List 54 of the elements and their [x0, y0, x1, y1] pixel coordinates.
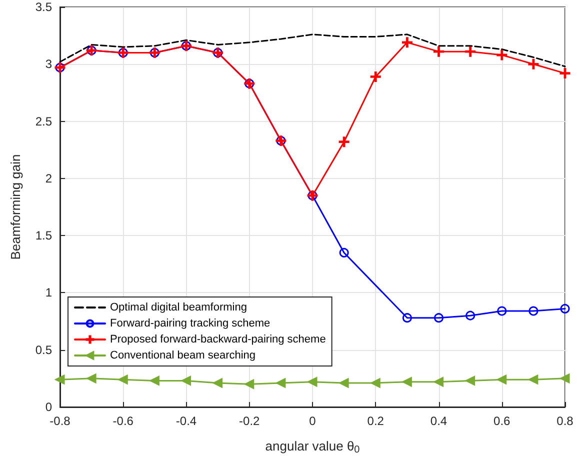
point [339, 378, 349, 388]
point [308, 377, 318, 387]
y-tick-label: 0 [45, 400, 52, 414]
x-tick-label: -0.2 [239, 414, 260, 428]
legend-label: Forward-pairing tracking scheme [110, 318, 270, 330]
point [276, 378, 286, 388]
point [497, 306, 507, 316]
point [370, 71, 381, 82]
y-tick-label: 1.5 [35, 228, 52, 243]
y-tick-label: 2 [45, 171, 52, 186]
point [528, 374, 538, 384]
point [402, 313, 412, 323]
point [434, 313, 444, 323]
y-tick-label: 3 [45, 57, 52, 72]
point [465, 46, 476, 57]
x-tick-label: -0.4 [176, 414, 197, 428]
point [55, 374, 65, 384]
point [528, 58, 539, 70]
x-tick-label: 0.4 [430, 414, 448, 428]
x-tick-label: -0.8 [50, 414, 71, 428]
point [434, 46, 444, 57]
point [86, 374, 96, 384]
y-tick-label: 1 [45, 286, 52, 300]
x-tick-label: 0.8 [556, 414, 574, 428]
point [560, 68, 570, 79]
point [402, 377, 412, 387]
y-axis-title: Beamforming gain [8, 154, 23, 260]
y-tick-label: 0.5 [35, 342, 52, 357]
y-tick-label: 3.5 [35, 0, 52, 14]
point [434, 377, 444, 387]
point [528, 306, 538, 316]
point [496, 50, 508, 60]
point [213, 378, 223, 388]
legend-label: Conventional beam searching [110, 350, 256, 362]
point [150, 376, 160, 386]
point [560, 304, 570, 314]
x-tick-label: 0.6 [494, 414, 511, 428]
x-tick-label: 0.2 [367, 414, 384, 428]
point [244, 379, 254, 389]
x-tick-label: 0 [309, 414, 316, 428]
legend-label: Optimal digital beamforming [110, 302, 247, 314]
point [182, 376, 191, 386]
point [118, 374, 128, 384]
point [466, 310, 476, 320]
point [497, 374, 507, 384]
point [402, 37, 412, 48]
y-tick-label: 2.5 [35, 114, 52, 128]
x-tick-label: -0.6 [112, 414, 134, 428]
point [338, 136, 350, 148]
point [339, 248, 349, 258]
point [466, 376, 476, 386]
point [370, 378, 380, 388]
legend-label: Proposed forward-backward-pairing scheme [110, 334, 326, 346]
point [560, 374, 570, 384]
